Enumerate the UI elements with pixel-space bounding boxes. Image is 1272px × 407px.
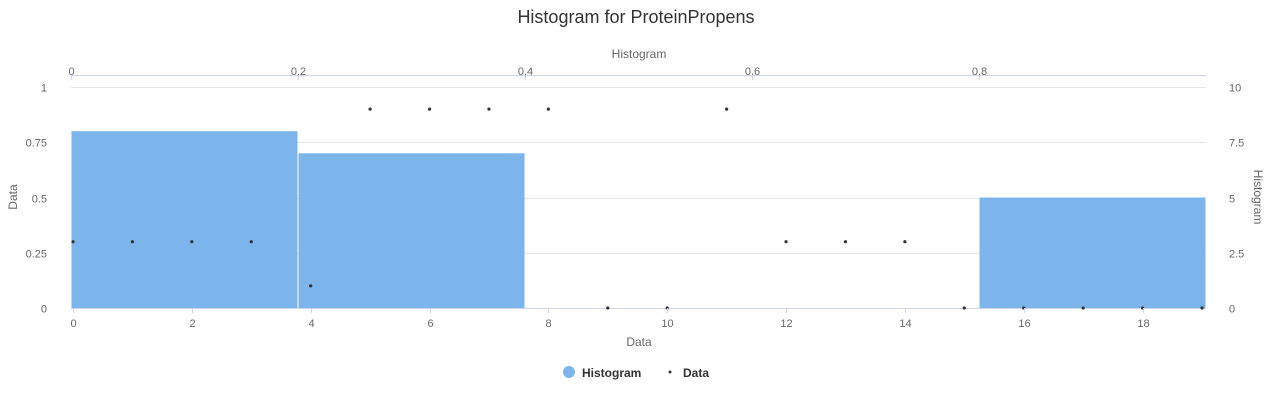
- y-left-tick-label: 1: [41, 83, 47, 95]
- data-point[interactable]: [190, 240, 194, 244]
- x-bottom-tick-label: 4: [308, 318, 314, 330]
- data-point[interactable]: [843, 240, 848, 244]
- histogram-bar[interactable]: [298, 153, 525, 308]
- legend-data-symbol: [668, 370, 672, 374]
- y-right-axis-title: Histogram: [1251, 170, 1265, 225]
- y-left-tick-label: 0: [41, 304, 47, 316]
- data-point[interactable]: [1200, 306, 1204, 310]
- histogram-bar[interactable]: [979, 197, 1206, 309]
- x-top-axis-title: Histogram: [612, 47, 667, 61]
- legend-item-data[interactable]: Data: [668, 366, 710, 380]
- data-point[interactable]: [368, 107, 372, 111]
- data-point[interactable]: [487, 107, 491, 111]
- x-bottom-tick-label: 14: [899, 318, 911, 330]
- chart-title: Histogram for ProteinPropens: [517, 7, 754, 27]
- data-point[interactable]: [903, 240, 907, 244]
- y-left-tick-label: 0.75: [26, 138, 47, 150]
- data-point[interactable]: [1081, 306, 1085, 310]
- legend-data-label: Data: [683, 366, 709, 380]
- data-point[interactable]: [784, 240, 788, 244]
- data-point[interactable]: [606, 306, 610, 310]
- x-bottom-tick-label: 6: [427, 318, 433, 330]
- histogram-bar[interactable]: [71, 131, 298, 308]
- x-bottom-tick-label: 16: [1018, 318, 1030, 330]
- x-top-tick-label: 0.4: [518, 66, 533, 78]
- data-point[interactable]: [725, 107, 729, 111]
- x-top-tick-label: 0: [68, 66, 74, 78]
- x-bottom-axis-title: Data: [626, 335, 652, 349]
- legend-histogram-label: Histogram: [582, 366, 641, 380]
- x-bottom-tick-label: 12: [780, 318, 792, 330]
- x-bottom-tick-label: 8: [545, 318, 551, 330]
- x-top-tick-label: 0.2: [291, 66, 306, 78]
- data-points[interactable]: [71, 107, 1204, 310]
- data-point[interactable]: [309, 284, 313, 288]
- y-right-tick-label: 2.5: [1229, 249, 1244, 261]
- legend-item-histogram[interactable]: Histogram: [563, 366, 641, 380]
- x-bottom-tick-label: 0: [70, 318, 76, 330]
- y-right-tick-label: 5: [1229, 194, 1235, 206]
- y-left-tick-label: 0.25: [26, 249, 47, 261]
- legend: Histogram Data: [563, 366, 709, 380]
- data-point[interactable]: [427, 107, 432, 111]
- y-left-tick-label: 0.5: [32, 194, 47, 206]
- x-bottom-tick-label: 18: [1137, 318, 1149, 330]
- data-point[interactable]: [130, 240, 135, 244]
- y-right-tick-label: 7.5: [1229, 138, 1244, 150]
- histogram-bars[interactable]: [71, 131, 1206, 309]
- y-right-tick-label: 10: [1229, 83, 1241, 95]
- x-bottom-tick-label: 10: [661, 318, 673, 330]
- data-point[interactable]: [962, 306, 966, 310]
- data-point[interactable]: [546, 107, 550, 111]
- x-top-tick-label: 0.8: [972, 66, 987, 78]
- y-left-axis-title: Data: [6, 184, 20, 210]
- legend-histogram-symbol: [563, 366, 575, 378]
- x-top-tick-label: 0.6: [745, 66, 760, 78]
- data-point[interactable]: [249, 240, 253, 244]
- data-point[interactable]: [71, 240, 75, 244]
- x-bottom-tick-label: 2: [189, 318, 195, 330]
- y-right-tick-label: 0: [1229, 304, 1235, 316]
